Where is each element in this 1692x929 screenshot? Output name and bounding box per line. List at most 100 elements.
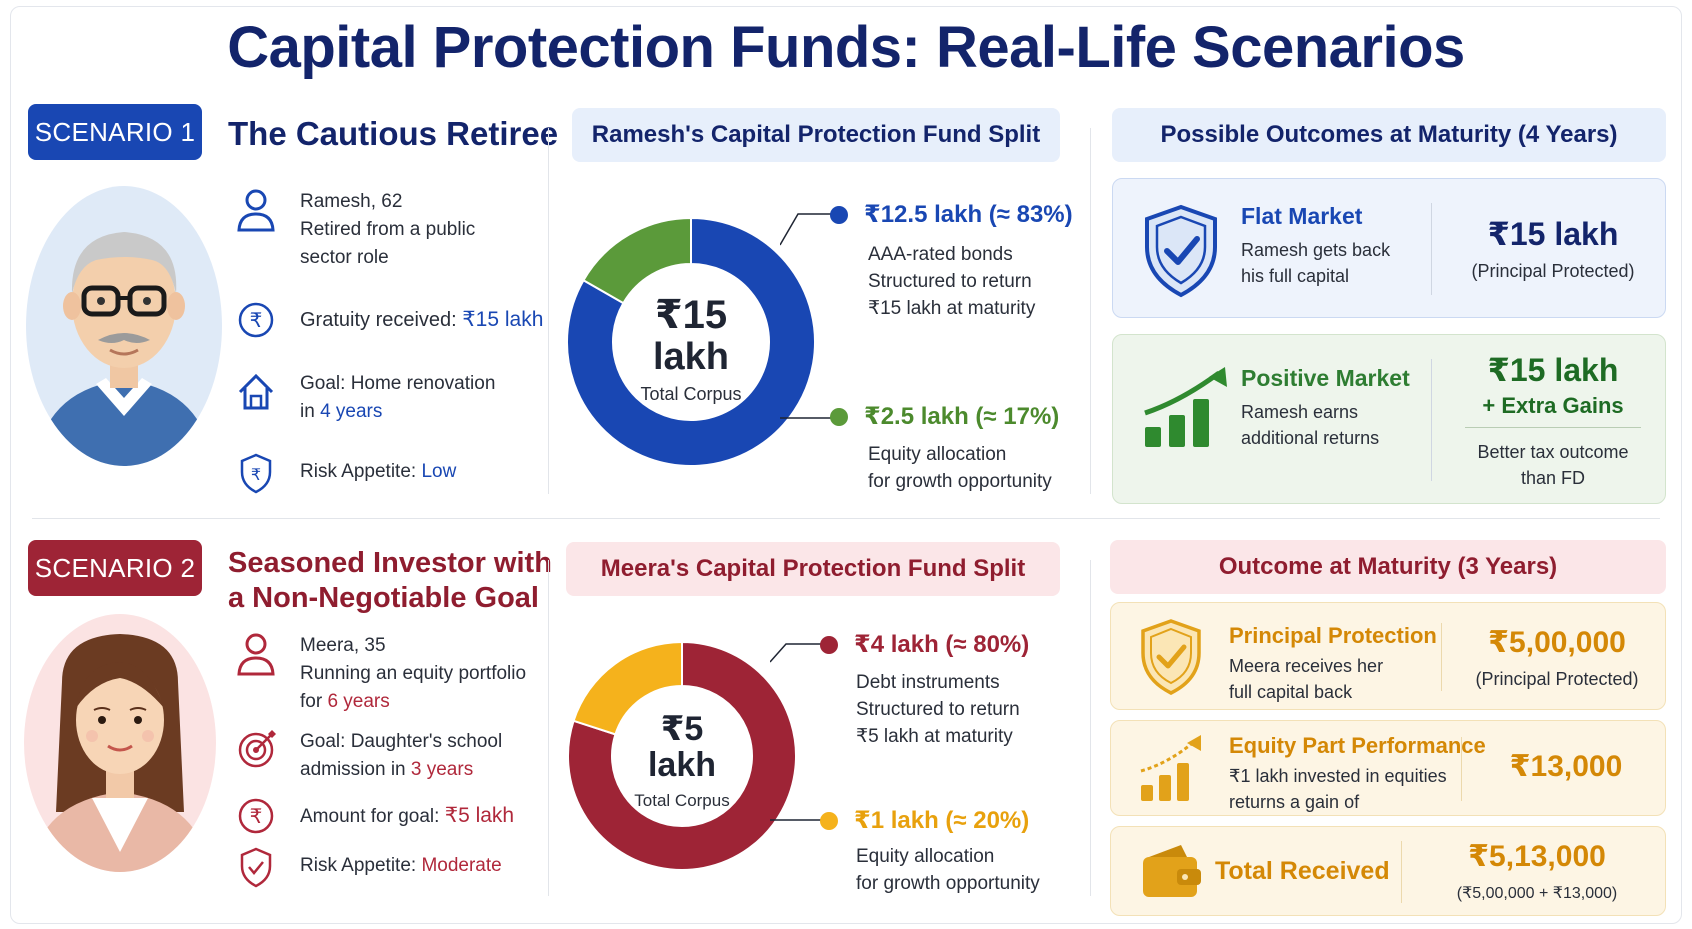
outcomes-heading-2: Outcome at Maturity (3 Years) <box>1110 540 1666 594</box>
total-title: Total Received <box>1215 857 1390 885</box>
scenario-1-title: The Cautious Retiree <box>228 115 559 152</box>
amount-label: Amount for goal: <box>300 806 445 827</box>
donut-center-unit: lakh <box>648 746 716 784</box>
positive-market-title: Positive Market <box>1241 365 1410 391</box>
risk-value: Low <box>421 461 457 482</box>
scenario-1-badge: SCENARIO 1 <box>28 104 202 160</box>
profile-role: Retired from a public <box>300 219 476 240</box>
scenario-2-title: a Non-Negotiable Goal <box>228 582 539 614</box>
risk-row: ₹ Risk Appetite: Low <box>236 452 456 498</box>
equity-desc: ₹1 lakh invested in equities <box>1229 766 1447 786</box>
principal-sub: (Principal Protected) <box>1475 669 1639 689</box>
split-heading-1: Ramesh's Capital Protection Fund Split <box>572 108 1060 162</box>
shield-check-icon <box>236 846 282 892</box>
equity-title: Equity Part Performance <box>1229 733 1486 758</box>
goal-row: Goal: Daughter's school admission in 3 y… <box>236 728 502 784</box>
legend-dot-maroon <box>820 635 838 654</box>
goal-prefix: in <box>300 401 321 422</box>
principal-title: Principal Protection <box>1229 623 1437 648</box>
donut-chart-2: ₹5 lakh Total Corpus <box>567 640 797 871</box>
growth-chart-icon <box>1139 733 1207 810</box>
legend-equity: ₹2.5 lakh (≈ 17%) Equity allocation for … <box>830 402 1059 495</box>
risk-value: Moderate <box>421 855 502 876</box>
donut-chart-1: ₹15 lakh Total Corpus <box>566 216 816 467</box>
card-separator <box>1441 623 1442 691</box>
goal-years: 4 years <box>320 401 383 422</box>
legend-equity-desc: Equity allocation <box>868 444 1007 465</box>
flat-market-card: Flat Market Ramesh gets back his full ca… <box>1112 178 1666 318</box>
risk-row: Risk Appetite: Moderate <box>236 846 502 892</box>
positive-market-sub: Better tax outcome <box>1477 442 1629 462</box>
legend-debt-desc: Debt instruments <box>856 672 1000 693</box>
goal-prefix: admission in <box>300 759 411 780</box>
column-divider <box>1090 560 1091 896</box>
legend-equity-value: ₹1 lakh (≈ 20%) <box>854 807 1030 834</box>
flat-market-title: Flat Market <box>1241 203 1363 229</box>
shield-rupee-icon: ₹ <box>236 452 282 498</box>
person-icon <box>236 632 282 678</box>
svg-text:₹: ₹ <box>250 310 263 332</box>
donut-slice-equity <box>572 640 683 736</box>
goal-text: Goal: Home renovation <box>300 373 496 394</box>
positive-market-amount: ₹15 lakh <box>1487 352 1619 388</box>
column-divider <box>548 560 549 896</box>
principal-desc: full capital back <box>1229 682 1353 702</box>
donut-center-label: Total Corpus <box>640 384 741 404</box>
donut-slice-equity <box>582 216 692 305</box>
rupee-icon: ₹ <box>236 300 282 346</box>
outcomes-heading-1: Possible Outcomes at Maturity (4 Years) <box>1112 108 1666 162</box>
amount-row: ₹ Amount for goal: ₹5 lakh <box>236 796 514 842</box>
risk-label: Risk Appetite: <box>300 461 422 482</box>
scenario-2-badge: SCENARIO 2 <box>28 540 202 596</box>
positive-market-desc: Ramesh earns <box>1241 402 1359 422</box>
amount-value: ₹5 lakh <box>444 804 515 827</box>
legend-debt-desc: ₹5 lakh at maturity <box>856 726 1013 747</box>
profile-role: Running an equity portfolio <box>300 663 527 684</box>
profile-role-2: sector role <box>300 247 389 268</box>
flat-market-sub: (Principal Protected) <box>1471 261 1635 281</box>
principal-desc: Meera receives her <box>1229 656 1384 676</box>
profile-row: Ramesh, 62 Retired from a public sector … <box>236 188 475 272</box>
flat-market-desc: his full capital <box>1241 266 1350 286</box>
gratuity-label: Gratuity received: <box>300 309 463 331</box>
page-title: Capital Protection Funds: Real-Life Scen… <box>227 15 1465 80</box>
donut-center-value: ₹5 <box>661 710 704 748</box>
goal-row: Goal: Home renovation in 4 years <box>236 370 495 426</box>
flat-market-desc: Ramesh gets back <box>1241 240 1391 260</box>
profile-name: Meera, 35 <box>300 635 386 656</box>
donut-center-value: ₹15 <box>655 293 727 337</box>
total-amount: ₹5,13,000 <box>1468 840 1606 873</box>
retired-man-avatar <box>24 184 224 468</box>
profile-name: Ramesh, 62 <box>300 191 403 212</box>
positive-market-sub: than FD <box>1520 468 1586 488</box>
split-heading-2: Meera's Capital Protection Fund Split <box>566 542 1060 596</box>
legend-debt: ₹4 lakh (≈ 80%) Debt instruments Structu… <box>820 630 1029 750</box>
scenario-2-title: Seasoned Investor with <box>228 547 552 579</box>
goal-years: 3 years <box>410 759 474 780</box>
equity-performance-card: Equity Part Performance ₹1 lakh invested… <box>1110 720 1666 816</box>
legend-debt-desc: Structured to return <box>856 699 1020 720</box>
card-separator <box>1431 203 1432 295</box>
legend-equity-desc: for growth opportunity <box>868 471 1052 492</box>
legend-bonds-desc: AAA-rated bonds <box>868 244 1013 265</box>
shield-check-icon <box>1141 203 1221 304</box>
legend-debt-value: ₹4 lakh (≈ 80%) <box>854 631 1030 658</box>
home-icon <box>236 370 282 416</box>
legend-bonds: ₹12.5 lakh (≈ 83%) AAA-rated bonds Struc… <box>830 200 1073 322</box>
profile-row: Meera, 35 Running an equity portfolio fo… <box>236 632 526 716</box>
gratuity-value: ₹15 lakh <box>462 308 544 331</box>
total-sub: (₹5,00,000 + ₹13,000) <box>1456 885 1618 902</box>
gratuity-row: ₹ Gratuity received: ₹15 lakh <box>236 300 543 346</box>
legend-bonds-desc: Structured to return <box>868 271 1032 292</box>
donut-slice-bonds <box>566 216 816 467</box>
risk-label: Risk Appetite: <box>300 855 422 876</box>
equity-amount: ₹13,000 <box>1509 750 1623 783</box>
column-divider <box>548 128 549 494</box>
legend-equity-value: ₹2.5 lakh (≈ 17%) <box>864 403 1060 430</box>
goal-text: Goal: Daughter's school <box>300 731 503 752</box>
person-icon <box>236 188 282 234</box>
column-divider <box>1090 128 1091 494</box>
legend-equity-desc: for growth opportunity <box>856 873 1040 894</box>
woman-avatar <box>22 612 218 874</box>
card-separator <box>1401 841 1402 903</box>
